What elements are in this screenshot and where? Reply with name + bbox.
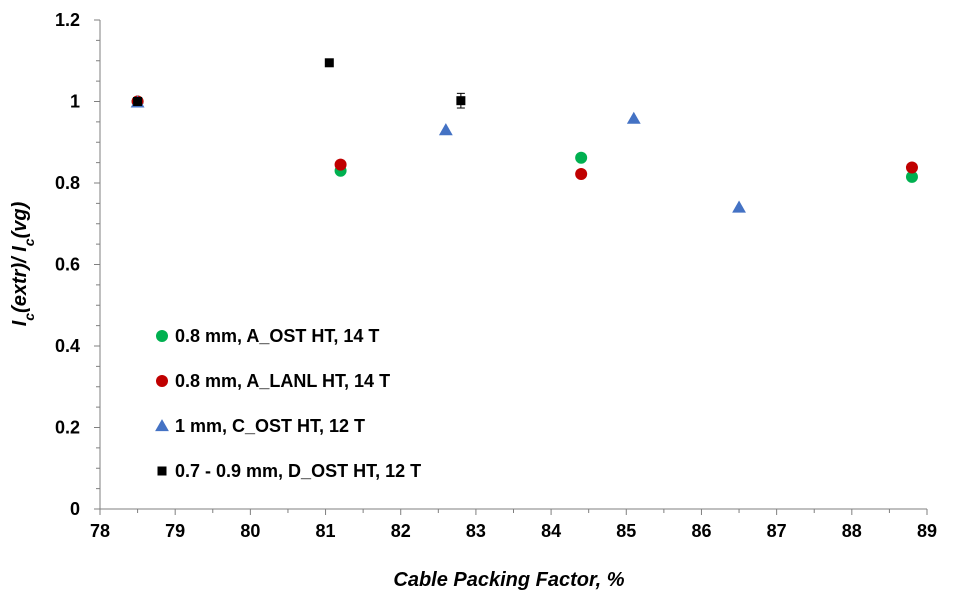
y-axis-title: Ic(extr)/ Ic(vg) bbox=[9, 201, 37, 326]
x-tick-label: 87 bbox=[767, 521, 787, 541]
data-point-series-4 bbox=[456, 96, 466, 106]
x-tick-label: 88 bbox=[842, 521, 862, 541]
legend-label-series-4: 0.7 - 0.9 mm, D_OST HT, 12 T bbox=[175, 461, 421, 481]
x-tick-label: 86 bbox=[691, 521, 711, 541]
data-point-series-3 bbox=[626, 111, 641, 124]
x-tick-label: 80 bbox=[240, 521, 260, 541]
legend-label-series-2: 0.8 mm, A_LANL HT, 14 T bbox=[175, 371, 390, 391]
x-tick-label: 79 bbox=[165, 521, 185, 541]
data-point-series-1 bbox=[575, 151, 588, 164]
data-point-series-3 bbox=[732, 200, 746, 213]
data-point-series-2 bbox=[905, 161, 918, 174]
y-tick-label: 1 bbox=[70, 92, 80, 112]
x-axis-title: Cable Packing Factor, % bbox=[393, 569, 624, 591]
x-tick-label: 89 bbox=[917, 521, 937, 541]
y-axis-title-part: (vg) bbox=[9, 201, 31, 238]
y-axis-title-subscript: c bbox=[21, 238, 37, 246]
data-point-series-2 bbox=[575, 168, 588, 181]
legend-marker-series-4 bbox=[157, 466, 167, 476]
legend-marker-series-2 bbox=[156, 375, 168, 387]
y-tick-label: 1.2 bbox=[55, 10, 80, 30]
y-tick-label: 0.2 bbox=[55, 418, 80, 438]
x-tick-label: 85 bbox=[616, 521, 636, 541]
data-point-series-4 bbox=[324, 58, 334, 68]
x-tick-label: 83 bbox=[466, 521, 486, 541]
y-axis-title-part: (extr)/ I bbox=[9, 246, 31, 313]
data-point-series-4 bbox=[133, 97, 143, 106]
legend-marker-series-3 bbox=[155, 419, 169, 432]
y-tick-label: 0.8 bbox=[55, 173, 80, 193]
legend-label-series-3: 1 mm, C_OST HT, 12 T bbox=[175, 416, 365, 436]
y-axis-title-part: I bbox=[9, 320, 31, 326]
legend-marker-series-1 bbox=[156, 330, 168, 342]
y-axis-title-subscript: c bbox=[21, 313, 37, 321]
data-point-series-1 bbox=[905, 170, 918, 183]
legend-label-series-1: 0.8 mm, A_OST HT, 14 T bbox=[175, 326, 379, 346]
x-tick-label: 78 bbox=[90, 521, 110, 541]
x-tick-label: 84 bbox=[541, 521, 561, 541]
y-tick-label: 0.4 bbox=[55, 336, 80, 356]
y-tick-label: 0.6 bbox=[55, 255, 80, 275]
y-axis-title-text: Ic(extr)/ Ic(vg) bbox=[9, 201, 37, 326]
x-tick-label: 82 bbox=[391, 521, 411, 541]
y-tick-label: 0 bbox=[70, 499, 80, 519]
data-point-series-3 bbox=[438, 123, 453, 136]
x-tick-label: 81 bbox=[316, 521, 336, 541]
data-point-series-2 bbox=[334, 158, 347, 171]
